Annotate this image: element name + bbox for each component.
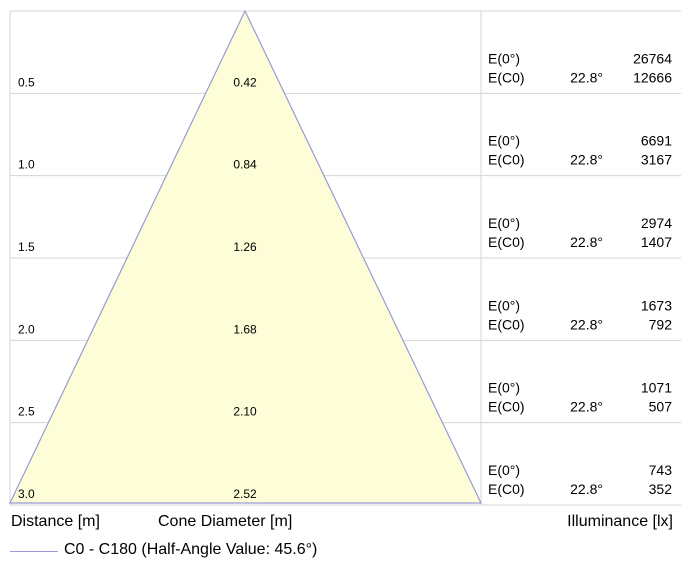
distance-label: 3.0 [18,487,35,501]
e0-value: 743 [649,462,673,478]
cone-diameter-label: 1.26 [233,240,257,254]
angle-value: 22.8° [570,316,603,332]
e0-label: E(0°) [488,215,520,231]
e0-value: 2974 [641,215,672,231]
distance-axis-label: Distance [m] [11,513,100,530]
e0-value: 26764 [633,50,672,66]
angle-value: 22.8° [570,399,603,415]
angle-value: 22.8° [570,152,603,168]
ec0-value: 12666 [633,69,672,85]
ec0-value: 507 [649,399,673,415]
ec0-label: E(C0) [488,481,525,497]
cone-diameter-label: 0.84 [233,158,257,172]
e0-value: 1673 [641,297,672,313]
angle-value: 22.8° [570,234,603,250]
legend-label: C0 - C180 (Half-Angle Value: 45.6°) [64,541,318,558]
e0-value: 1071 [641,380,672,396]
ec0-value: 1407 [641,234,672,250]
e0-label: E(0°) [488,462,520,478]
distance-label: 0.5 [18,75,35,89]
ec0-value: 352 [649,481,673,497]
ec0-label: E(C0) [488,399,525,415]
illuminance-axis-label: Illuminance [lx] [567,513,673,530]
distance-label: 1.5 [18,240,35,254]
cone-diameter-label: 1.68 [233,322,257,336]
ec0-label: E(C0) [488,69,525,85]
cone-diameter-label: 2.10 [233,405,257,419]
e0-label: E(0°) [488,380,520,396]
e0-value: 6691 [641,133,672,149]
row-labels: 0.5 0.42 E(0°) 26764 E(C0) 22.8° 12666 1.0 0.84 E… [18,50,672,501]
e0-label: E(0°) [488,50,520,66]
cone-diameter-axis-label: Cone Diameter [m] [158,513,293,530]
angle-value: 22.8° [570,481,603,497]
ec0-value: 792 [649,316,673,332]
cone-diameter-label: 2.52 [233,487,257,501]
distance-label: 2.5 [18,405,35,419]
distance-label: 1.0 [18,158,35,172]
distance-label: 2.0 [18,322,35,336]
legend-line-swatch [10,551,58,552]
ec0-label: E(C0) [488,316,525,332]
e0-label: E(0°) [488,133,520,149]
ec0-value: 3167 [641,152,672,168]
angle-value: 22.8° [570,69,603,85]
e0-label: E(0°) [488,297,520,313]
cone-diameter-label: 0.42 [233,75,257,89]
ec0-label: E(C0) [488,152,525,168]
ec0-label: E(C0) [488,234,525,250]
light-cone [9,9,482,504]
